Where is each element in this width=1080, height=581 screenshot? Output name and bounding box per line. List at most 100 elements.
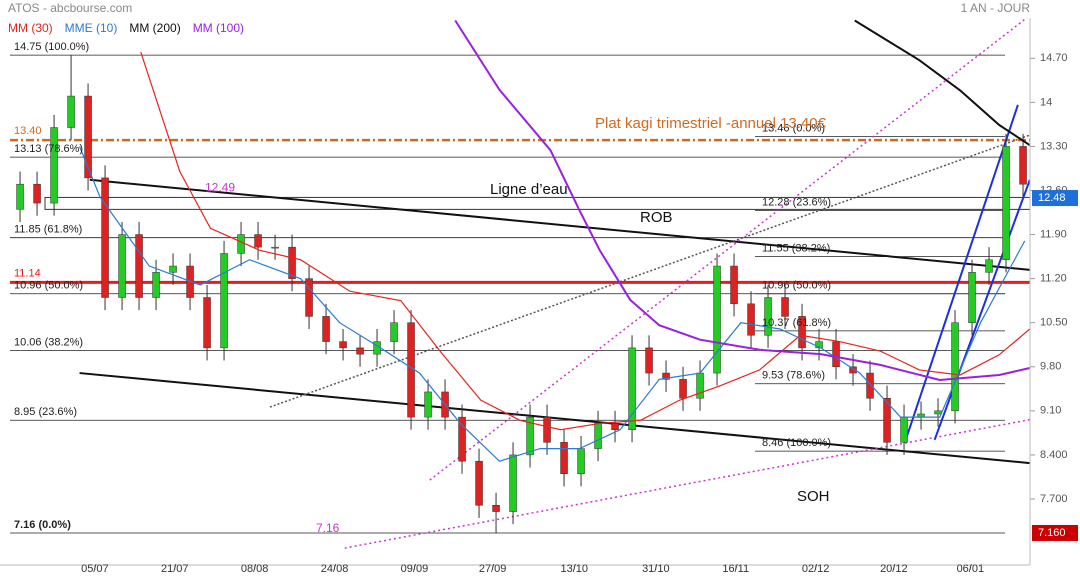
chart-subtitle: 1 AN - JOUR [961, 1, 1031, 15]
candle-body [509, 454, 517, 512]
moving-average [140, 51, 1030, 431]
x-tick-label: 31/10 [642, 563, 670, 575]
legend-entry: MM (200) [129, 21, 180, 35]
candle-body [356, 347, 364, 355]
candle-body [84, 95, 92, 179]
x-tick-label: 08/08 [241, 563, 269, 575]
y-tick-label: 11.20 [1040, 273, 1067, 285]
candle-body [815, 341, 823, 349]
x-tick-label: 05/07 [81, 563, 109, 575]
candle-body [628, 347, 636, 430]
y-tick-label: 14.70 [1040, 52, 1068, 64]
fib-label: 11.85 (61.8%) [14, 224, 82, 236]
candle-body [50, 127, 58, 204]
candle-body [169, 265, 177, 273]
legend-entry: MME (10) [65, 21, 118, 35]
fib-label: 10.96 (50.0%) [762, 280, 831, 292]
zone-label: 12.49 [205, 181, 235, 195]
candle-body [203, 297, 211, 349]
candle-body [67, 95, 75, 128]
candle-body [832, 341, 840, 368]
candle-body [1002, 146, 1010, 260]
annotation: Plat kagi trimestriel -annuel 13.40€ [595, 115, 827, 132]
candle-body [730, 265, 738, 305]
fib-label: 10.37 (61.8%) [762, 317, 831, 329]
candle-body [1019, 146, 1027, 185]
plot-area [10, 18, 1030, 549]
trendline [904, 104, 1019, 441]
candle-body [747, 303, 755, 336]
trendline [933, 179, 1030, 441]
moving-average [854, 19, 1030, 147]
fib-label: 10.06 (38.2%) [14, 336, 83, 348]
trendline [79, 372, 1030, 465]
x-tick-label: 21/07 [161, 563, 189, 575]
legend-entry: MM (30) [8, 21, 53, 35]
candle-body [220, 253, 228, 349]
candle-body [849, 366, 857, 374]
candle-body [339, 341, 347, 349]
candle-body [322, 316, 330, 342]
candle-body [407, 322, 415, 418]
candle-body [492, 505, 500, 512]
fib-label: 12.28 (23.6%) [762, 197, 831, 209]
candle-body [577, 448, 585, 475]
candle-body [713, 265, 721, 374]
candle-body [934, 410, 942, 415]
candle-body [526, 416, 534, 456]
x-tick-label: 16/11 [722, 563, 749, 575]
candle-body [968, 272, 976, 323]
fib-label: 8.95 (23.6%) [14, 406, 77, 418]
candle-body [866, 372, 874, 399]
fib-label: 10.96 (50.0%) [14, 280, 83, 292]
price-label: 12.48 [1038, 192, 1066, 204]
fib-label: 13.46 (0.0%) [762, 122, 825, 134]
candle-body [475, 460, 483, 506]
candle-body [305, 278, 313, 317]
x-tick-label: 02/12 [802, 563, 830, 575]
annotation: Ligne d’eau [490, 181, 568, 198]
candle-body [781, 297, 789, 317]
candle-body [390, 322, 398, 342]
x-tick-label: 06/01 [957, 563, 985, 575]
candle-body [679, 379, 687, 399]
candle-body [798, 316, 806, 349]
zone [44, 196, 1030, 210]
annotation: SOH [797, 488, 830, 505]
price-label-box [1032, 190, 1078, 207]
price-label-box [1032, 524, 1078, 541]
candle-body [543, 416, 551, 443]
y-tick-label: 7.700 [1040, 493, 1068, 505]
moving-average [454, 19, 1030, 381]
candle-body [594, 423, 602, 449]
key-level-label: 11.14 [14, 267, 41, 279]
candle-body [560, 442, 568, 475]
candle-body [662, 372, 670, 380]
y-tick-label: 14 [1040, 96, 1052, 108]
candle-body [16, 183, 24, 210]
candle-body [118, 234, 126, 298]
candle-body [696, 372, 704, 399]
annotation: ROB [640, 209, 673, 226]
y-tick-label: 11.90 [1040, 228, 1067, 240]
y-tick-label: 13.30 [1040, 140, 1068, 152]
trendline [344, 418, 1030, 549]
fib-label: 11.55 (38.2%) [762, 243, 830, 255]
x-tick-label: 20/12 [880, 563, 908, 575]
fib-label: 14.75 (100.0%) [14, 41, 89, 53]
fib-label: 8.46 (100.0%) [762, 437, 831, 449]
candle-body [101, 177, 109, 298]
candle-body [951, 322, 959, 412]
candle-body [254, 234, 262, 248]
trendline [429, 18, 1028, 481]
candle-body [611, 423, 619, 430]
y-tick-label: 10.50 [1040, 317, 1068, 329]
chart-title: ATOS - abcbourse.com [8, 1, 132, 15]
x-tick-label: 27/09 [479, 563, 507, 575]
price-label: 7.160 [1038, 527, 1066, 539]
trendline [269, 134, 1030, 408]
x-tick-label: 24/08 [321, 563, 349, 575]
